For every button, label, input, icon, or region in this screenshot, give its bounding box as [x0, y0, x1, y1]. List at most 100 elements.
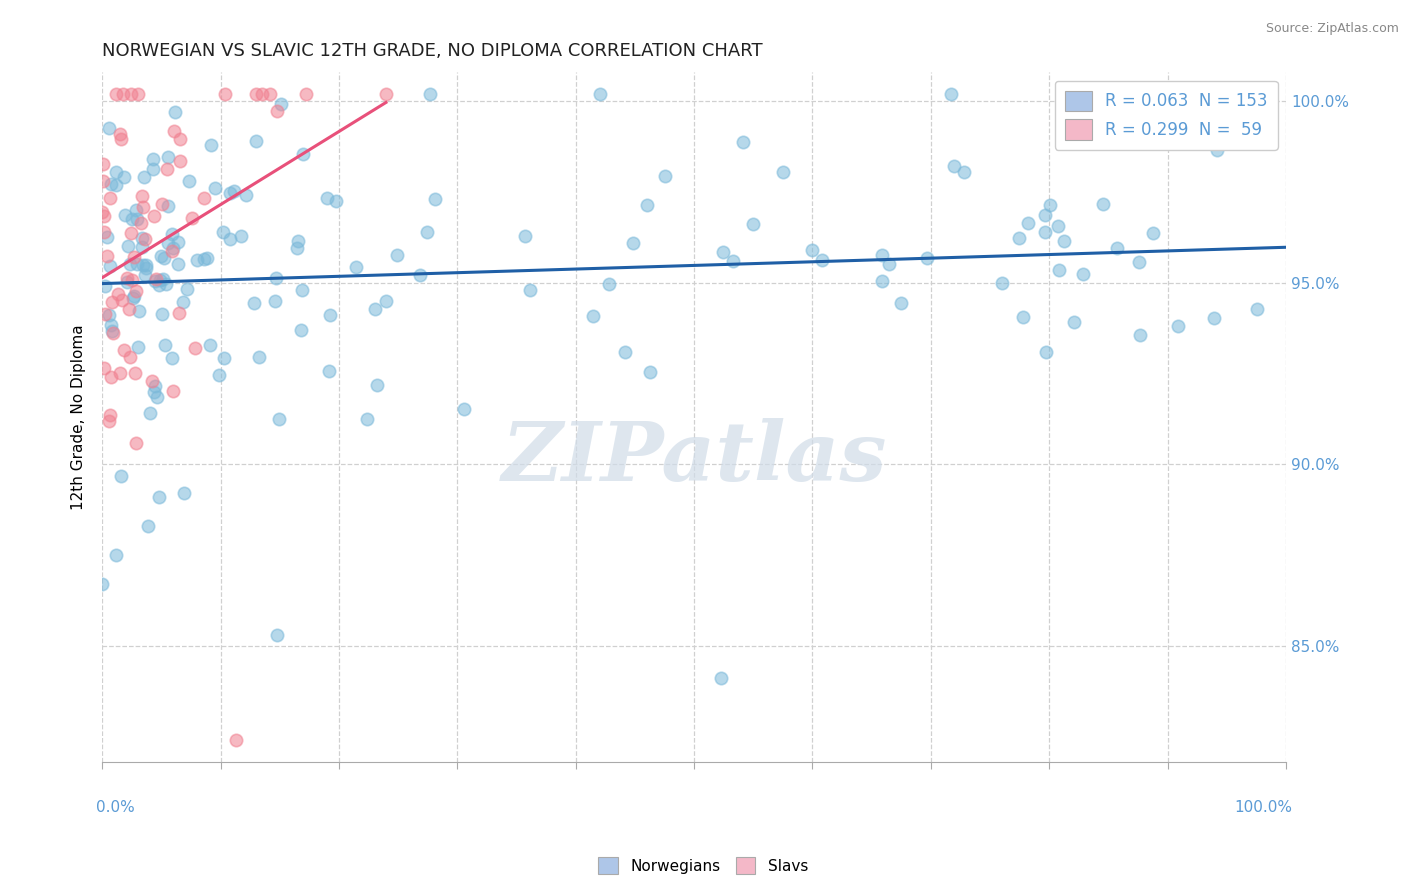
Point	[115, 276, 138, 290]
Point	[166, 235, 188, 249]
Point	[107, 287, 129, 301]
Point	[135, 259, 157, 273]
Point	[143, 274, 166, 288]
Point	[879, 257, 901, 271]
Point	[114, 208, 136, 222]
Point	[104, 87, 127, 102]
Point	[91, 174, 114, 188]
Point	[319, 308, 342, 322]
Point	[121, 291, 143, 305]
Point	[121, 211, 143, 226]
Point	[356, 411, 378, 425]
Point	[1035, 344, 1057, 359]
Point	[1047, 219, 1070, 234]
Point	[229, 228, 252, 243]
Point	[200, 138, 222, 153]
Point	[385, 248, 408, 262]
Point	[291, 283, 314, 297]
Point	[613, 345, 636, 359]
Point	[162, 227, 184, 242]
Point	[315, 191, 337, 205]
Legend: R = 0.063  N = 153, R = 0.299  N =  59: R = 0.063 N = 153, R = 0.299 N = 59	[1054, 81, 1278, 150]
Point	[1129, 328, 1152, 343]
Point	[167, 306, 190, 320]
Point	[142, 152, 165, 166]
Point	[173, 486, 195, 500]
Point	[121, 273, 143, 287]
Point	[742, 218, 765, 232]
Point	[134, 232, 156, 246]
Point	[225, 733, 247, 747]
Point	[181, 211, 204, 225]
Point	[134, 170, 156, 185]
Point	[111, 293, 134, 308]
Point	[1142, 226, 1164, 240]
Point	[1246, 301, 1268, 316]
Point	[162, 241, 184, 255]
Point	[96, 230, 118, 244]
Point	[124, 284, 146, 298]
Point	[250, 87, 273, 102]
Point	[1105, 241, 1128, 255]
Point	[772, 164, 794, 178]
Point	[733, 135, 755, 149]
Point	[1033, 209, 1056, 223]
Point	[148, 277, 170, 292]
Point	[108, 366, 131, 380]
Point	[186, 253, 208, 268]
Point	[101, 326, 124, 340]
Point	[100, 318, 122, 332]
Point	[156, 199, 179, 213]
Point	[157, 150, 180, 164]
Point	[711, 245, 734, 260]
Text: NORWEGIAN VS SLAVIC 12TH GRADE, NO DIPLOMA CORRELATION CHART: NORWEGIAN VS SLAVIC 12TH GRADE, NO DIPLO…	[103, 42, 763, 60]
Point	[112, 169, 135, 184]
Point	[318, 364, 340, 378]
Point	[270, 97, 292, 112]
Point	[91, 157, 114, 171]
Point	[287, 235, 309, 249]
Point	[214, 87, 236, 102]
Point	[212, 351, 235, 365]
Point	[143, 385, 166, 400]
Point	[1063, 315, 1085, 329]
Point	[156, 162, 179, 177]
Point	[98, 120, 121, 135]
Point	[266, 271, 288, 285]
Point	[163, 124, 186, 138]
Point	[100, 370, 122, 384]
Point	[801, 243, 824, 257]
Point	[198, 338, 221, 352]
Point	[219, 186, 242, 200]
Point	[100, 177, 122, 191]
Text: ZIPatlas: ZIPatlas	[502, 418, 887, 499]
Point	[127, 340, 149, 354]
Point	[136, 519, 159, 533]
Point	[184, 342, 207, 356]
Point	[1053, 235, 1076, 249]
Point	[98, 259, 121, 273]
Point	[637, 198, 659, 212]
Point	[131, 231, 153, 245]
Point	[1128, 255, 1150, 269]
Point	[169, 131, 191, 145]
Point	[416, 225, 439, 239]
Point	[155, 277, 177, 291]
Point	[915, 251, 938, 265]
Point	[155, 338, 177, 352]
Point	[117, 239, 139, 253]
Point	[101, 324, 124, 338]
Point	[143, 379, 166, 393]
Point	[149, 273, 172, 287]
Point	[953, 164, 976, 178]
Point	[134, 268, 156, 282]
Point	[285, 241, 308, 255]
Point	[325, 194, 347, 209]
Point	[91, 205, 114, 219]
Point	[1167, 319, 1189, 334]
Y-axis label: 12th Grade, No Diploma: 12th Grade, No Diploma	[72, 325, 86, 510]
Point	[453, 401, 475, 416]
Point	[208, 368, 231, 382]
Point	[104, 178, 127, 192]
Point	[1017, 216, 1039, 230]
